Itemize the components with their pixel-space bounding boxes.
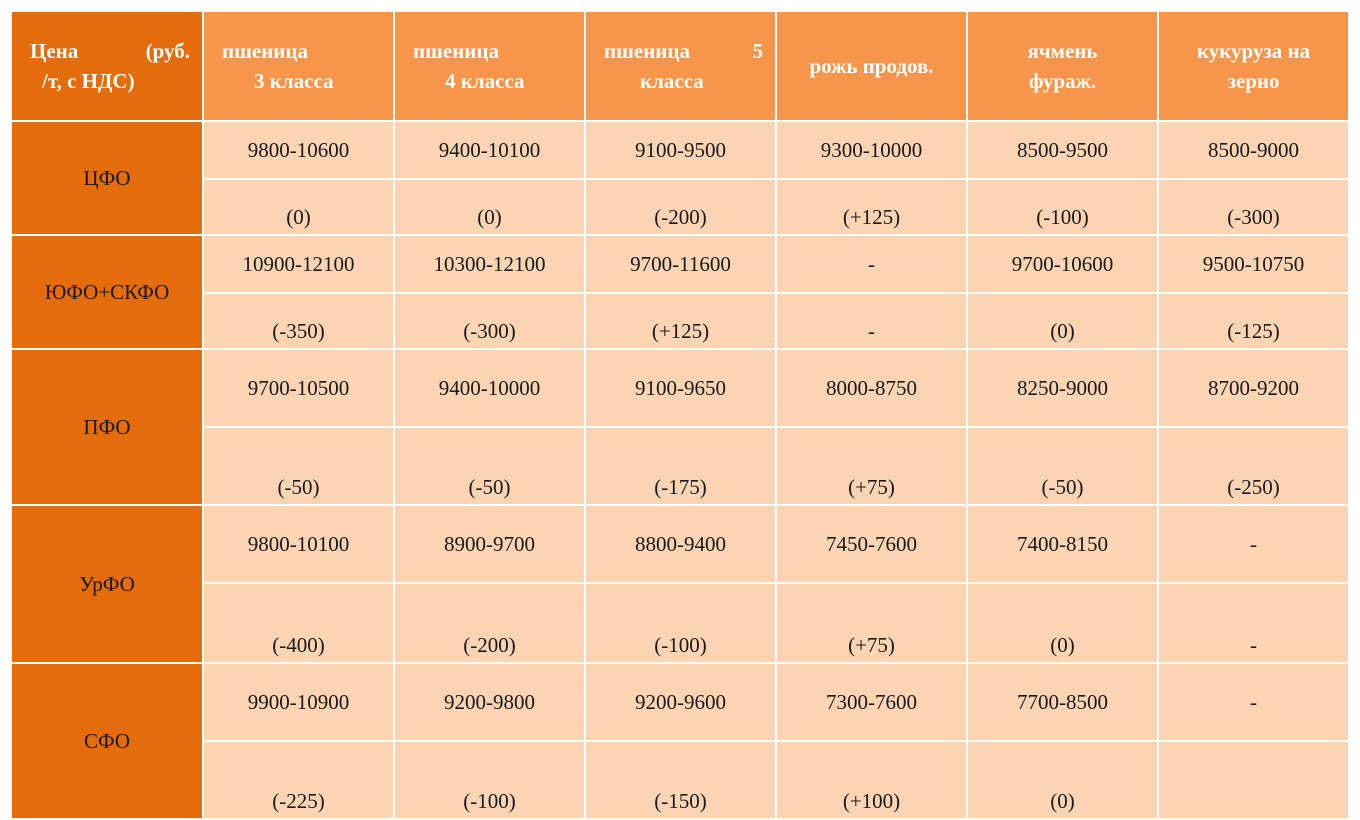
header-wheat-3-line1: пшеница [222, 39, 308, 63]
price-table: Цена (руб. /т, с НДС) пшеница 3 класса пш… [12, 12, 1348, 818]
price-cell: 9300-10000 [777, 122, 966, 178]
header-price-word: Цена [30, 39, 79, 63]
price-cell: 8700-9200 [1159, 350, 1348, 426]
price-cell: 9400-10000 [395, 350, 584, 426]
change-cell: (+75) [777, 428, 966, 504]
region-cell: ЦФО [12, 122, 202, 234]
price-cell: - [1159, 664, 1348, 740]
header-barley-line2: фураж. [1028, 69, 1097, 93]
header-price-currency: (руб. [145, 39, 190, 63]
header-corn-line1: кукуруза на [1196, 39, 1311, 63]
price-cell: 9500-10750 [1159, 236, 1348, 292]
change-cell: (-175) [586, 428, 775, 504]
change-cell: (-200) [586, 180, 775, 234]
change-cell: (-300) [395, 294, 584, 348]
change-cell: (+125) [777, 180, 966, 234]
price-cell: 9200-9600 [586, 664, 775, 740]
change-cell [1159, 742, 1348, 818]
price-cell: 7400-8150 [968, 506, 1157, 582]
change-cell: (0) [395, 180, 584, 234]
price-cell: 9100-9650 [586, 350, 775, 426]
region-cell: СФО [12, 664, 202, 818]
header-wheat-4-line2: 4 класса [445, 69, 525, 93]
change-cell: (0) [204, 180, 393, 234]
price-cell: 7450-7600 [777, 506, 966, 582]
price-cell: 9200-9800 [395, 664, 584, 740]
header-rye-label: рожь продов. [809, 54, 934, 78]
price-cell: 9700-10500 [204, 350, 393, 426]
change-cell: (-100) [395, 742, 584, 818]
change-cell: (-125) [1159, 294, 1348, 348]
change-cell: (-100) [586, 584, 775, 662]
header-corn: кукуруза на зерно [1159, 12, 1348, 120]
change-cell: (-300) [1159, 180, 1348, 234]
price-cell: - [1159, 506, 1348, 582]
change-cell: (-225) [204, 742, 393, 818]
price-cell: 8800-9400 [586, 506, 775, 582]
change-cell: (0) [968, 294, 1157, 348]
change-cell: (-200) [395, 584, 584, 662]
region-cell: ЮФО+СКФО [12, 236, 202, 348]
header-corn-line2: зерно [1227, 69, 1280, 93]
header-wheat-5-line2: класса [640, 69, 704, 93]
price-cell: 9800-10600 [204, 122, 393, 178]
region-cell: ПФО [12, 350, 202, 504]
region-cell: УрФО [12, 506, 202, 662]
header-barley-line1: ячмень [1027, 39, 1098, 63]
change-cell: (-400) [204, 584, 393, 662]
header-wheat-5-line1: пшеница [604, 39, 690, 63]
price-cell: 8500-9000 [1159, 122, 1348, 178]
change-cell: (-100) [968, 180, 1157, 234]
price-cell: 9100-9500 [586, 122, 775, 178]
header-wheat-3-line2: 3 класса [254, 69, 334, 93]
price-cell: 9700-10600 [968, 236, 1157, 292]
change-cell: (+100) [777, 742, 966, 818]
change-cell: - [1159, 584, 1348, 662]
change-cell: - [777, 294, 966, 348]
change-cell: (+125) [586, 294, 775, 348]
price-cell: 10300-12100 [395, 236, 584, 292]
change-cell: (-50) [395, 428, 584, 504]
change-cell: (-50) [968, 428, 1157, 504]
header-wheat-3: пшеница 3 класса [204, 12, 393, 120]
header-wheat-4: пшеница 4 класса [395, 12, 584, 120]
price-cell: 7700-8500 [968, 664, 1157, 740]
change-cell: (-150) [586, 742, 775, 818]
price-cell: 7300-7600 [777, 664, 966, 740]
change-cell: (-250) [1159, 428, 1348, 504]
header-price-unit: Цена (руб. /т, с НДС) [12, 12, 202, 120]
price-cell: 8900-9700 [395, 506, 584, 582]
change-cell: (0) [968, 584, 1157, 662]
header-rye: рожь продов. [777, 12, 966, 120]
header-wheat-5: пшеница 5 класса [586, 12, 775, 120]
price-cell: - [777, 236, 966, 292]
price-cell: 9400-10100 [395, 122, 584, 178]
price-cell: 9800-10100 [204, 506, 393, 582]
price-cell: 8500-9500 [968, 122, 1157, 178]
header-wheat-4-line1: пшеница [413, 39, 499, 63]
change-cell: (-350) [204, 294, 393, 348]
price-cell: 9700-11600 [586, 236, 775, 292]
change-cell: (0) [968, 742, 1157, 818]
price-cell: 8250-9000 [968, 350, 1157, 426]
price-cell: 10900-12100 [204, 236, 393, 292]
price-cell: 9900-10900 [204, 664, 393, 740]
header-barley: ячмень фураж. [968, 12, 1157, 120]
change-cell: (+75) [777, 584, 966, 662]
change-cell: (-50) [204, 428, 393, 504]
header-wheat-5-class-number: 5 [752, 39, 764, 63]
price-cell: 8000-8750 [777, 350, 966, 426]
header-price-unit-line2: /т, с НДС) [42, 69, 135, 93]
